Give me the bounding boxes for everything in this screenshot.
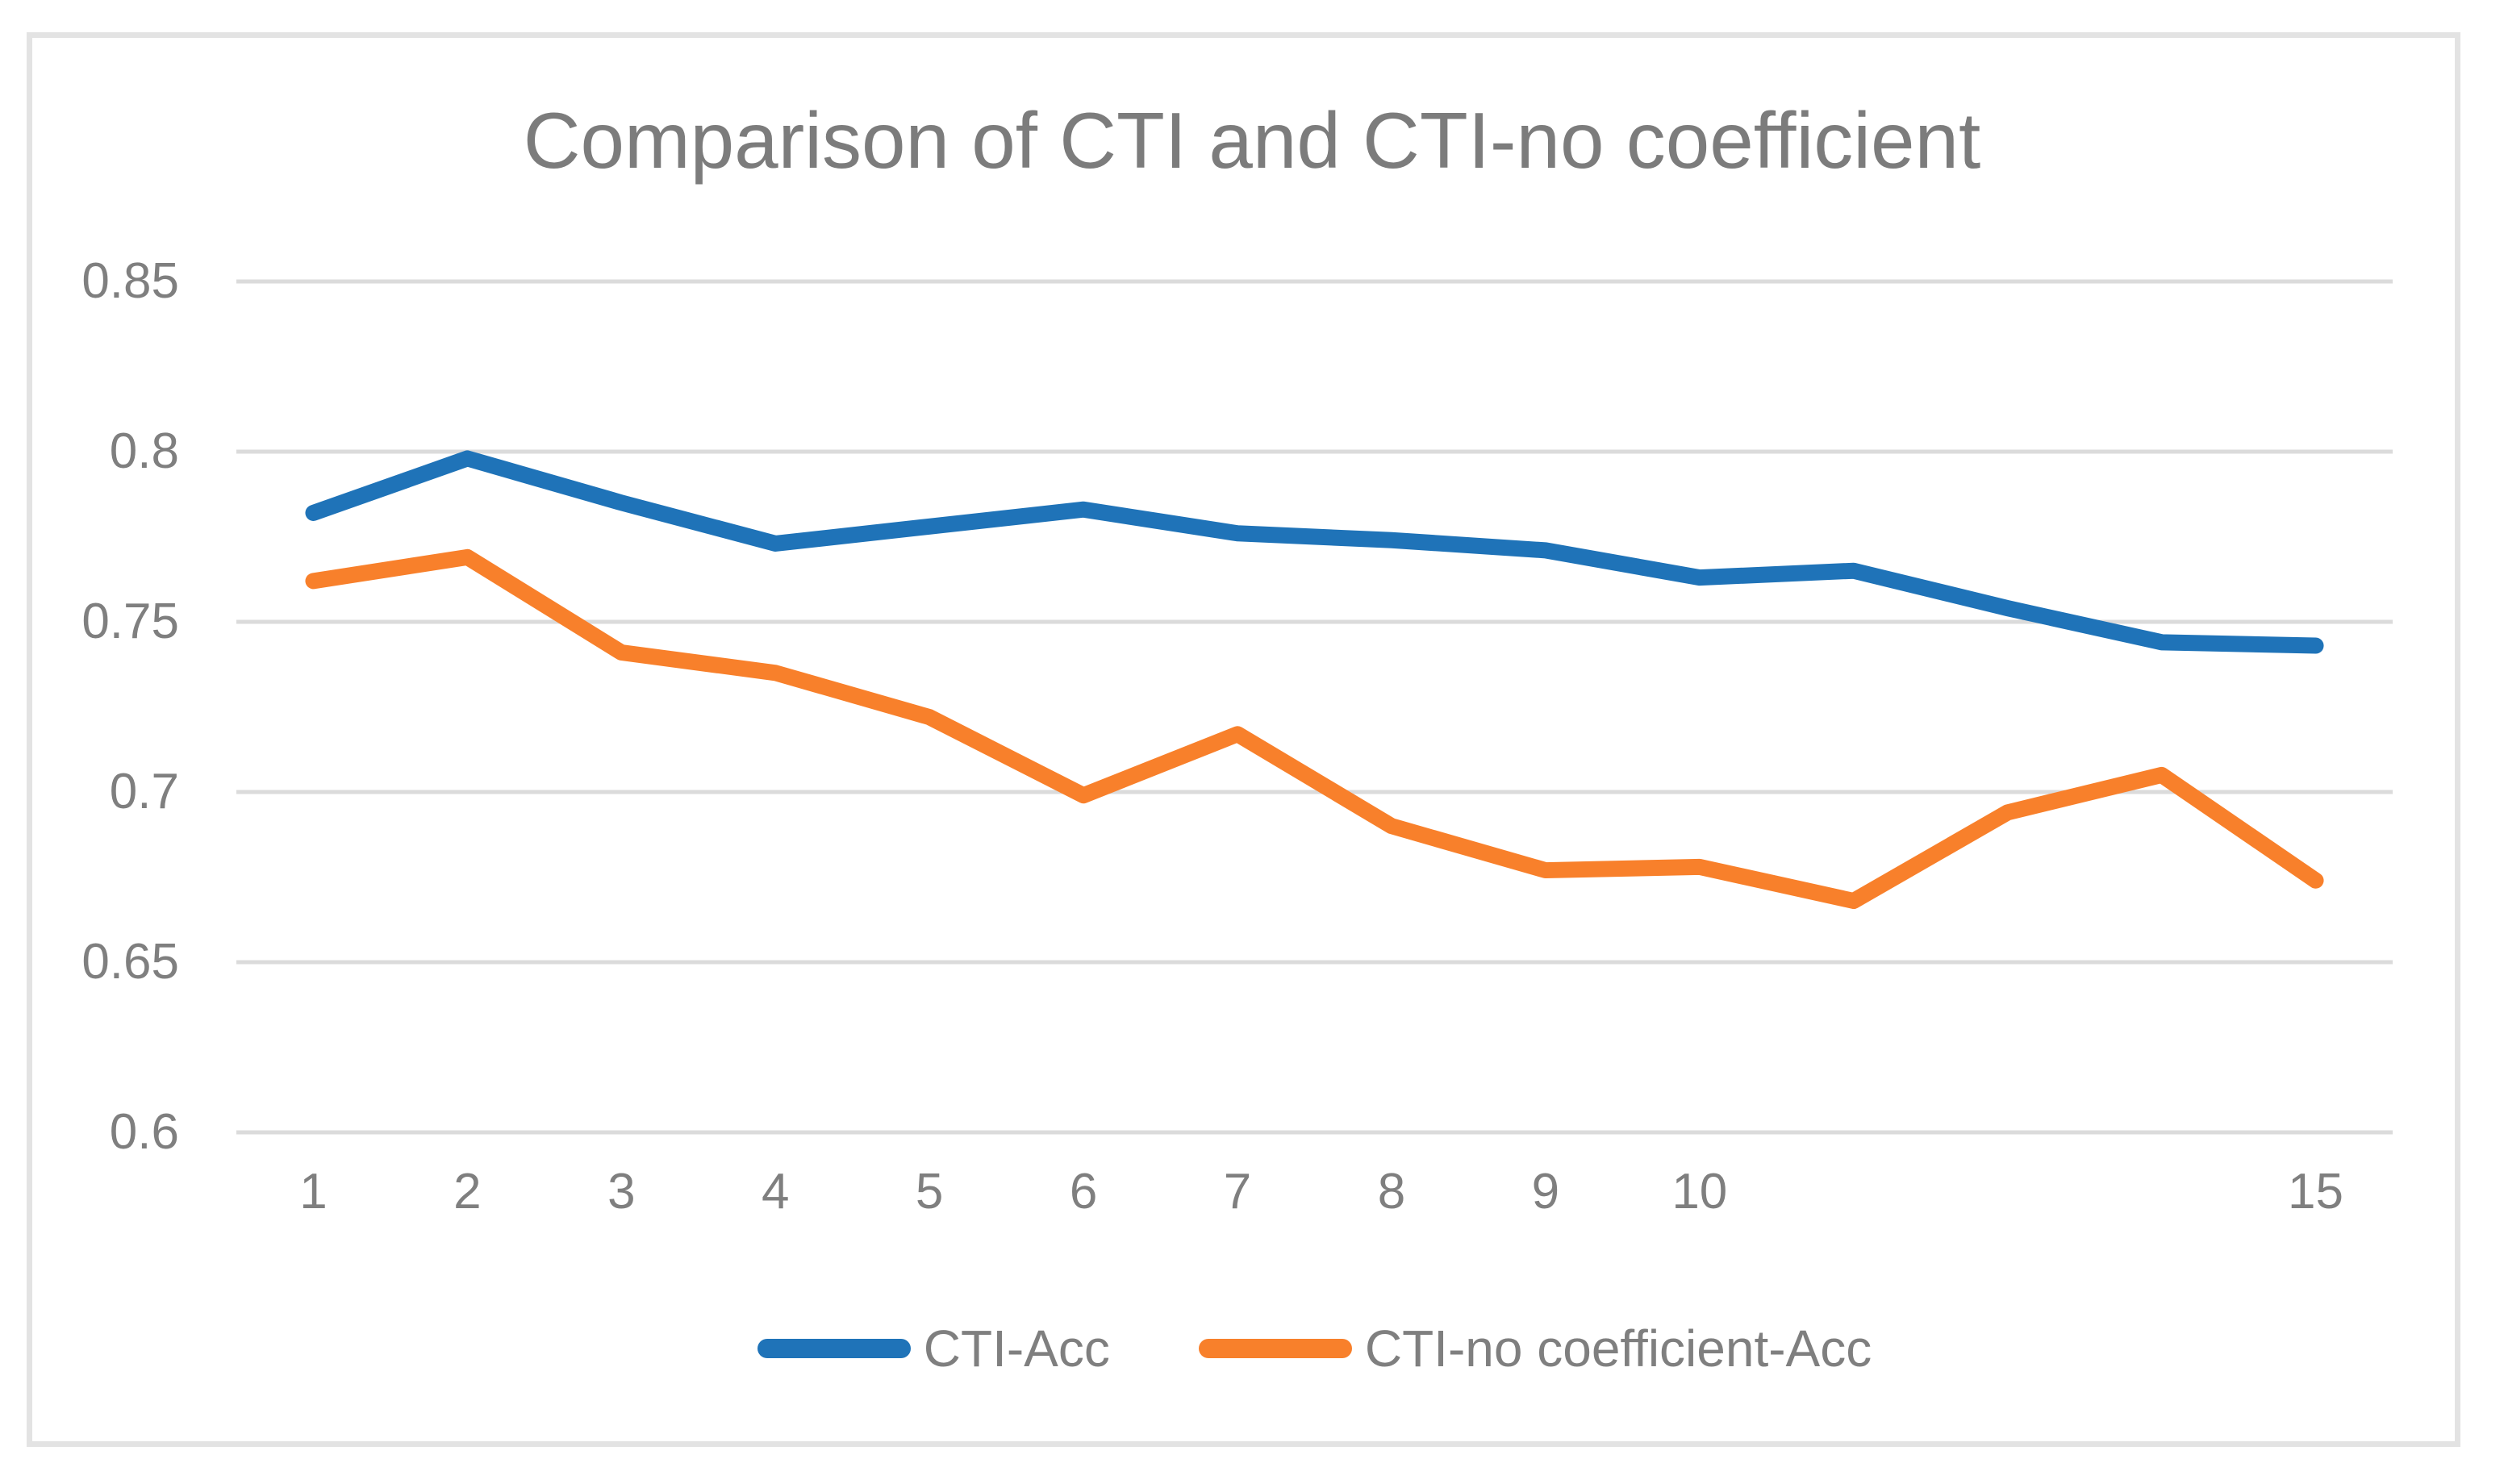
legend-swatch-cti-no-coefficient-acc xyxy=(1198,1339,1352,1358)
x-tick-label: 15 xyxy=(2288,1164,2344,1219)
y-tick-label: 0.85 xyxy=(81,253,179,309)
chart-title: Comparison of CTI and CTI-no coefficient xyxy=(523,96,1981,185)
series-line-cti-no-coefficient-acc xyxy=(305,548,2324,910)
x-tick-label: 3 xyxy=(607,1164,636,1219)
x-tick-label: 5 xyxy=(915,1164,944,1219)
legend-swatch-cti-acc xyxy=(757,1339,911,1358)
x-tick-label: 8 xyxy=(1377,1164,1406,1219)
x-tick-label: 10 xyxy=(1671,1164,1728,1219)
y-tick-label: 0.75 xyxy=(81,594,179,649)
legend-label-cti-acc: CTI-Acc xyxy=(923,1319,1110,1378)
x-tick-label: 2 xyxy=(453,1164,482,1219)
legend-item-cti-acc: CTI-Acc xyxy=(757,1319,1110,1378)
y-tick-label: 0.7 xyxy=(109,764,179,819)
x-tick-label: 4 xyxy=(762,1164,790,1219)
legend-item-cti-no-coefficient-acc: CTI-no coefficient-Acc xyxy=(1198,1319,1872,1378)
x-tick-label: 7 xyxy=(1223,1164,1252,1219)
x-tick-label: 1 xyxy=(299,1164,328,1219)
y-tick-label: 0.65 xyxy=(81,934,179,990)
x-tick-label: 9 xyxy=(1531,1164,1560,1219)
legend: CTI-Acc CTI-no coefficient-Acc xyxy=(236,1313,2393,1384)
y-tick-label: 0.6 xyxy=(109,1104,179,1160)
x-tick-label: 6 xyxy=(1069,1164,1098,1219)
series-line-cti-acc xyxy=(305,450,2324,654)
y-tick-label: 0.8 xyxy=(109,423,179,479)
legend-label-cti-no-coefficient-acc: CTI-no coefficient-Acc xyxy=(1364,1319,1872,1378)
